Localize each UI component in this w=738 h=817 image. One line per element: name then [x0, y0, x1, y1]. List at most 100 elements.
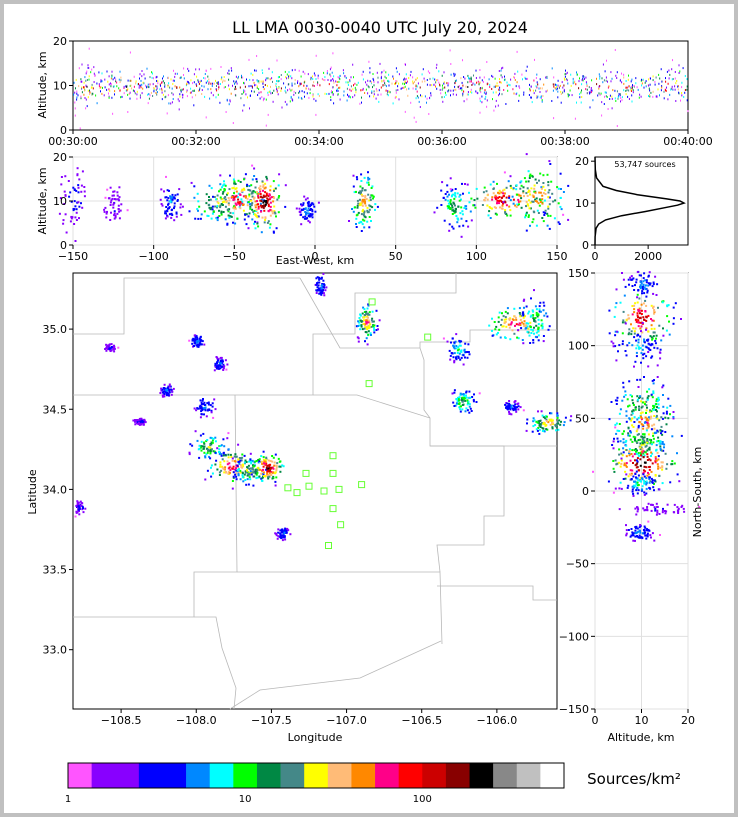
density-cell: [487, 193, 489, 196]
density-cell: [643, 450, 646, 453]
density-cell: [307, 207, 310, 210]
source-point: [276, 80, 277, 82]
density-cell: [363, 327, 366, 330]
source-point: [199, 80, 201, 83]
density-cell: [458, 339, 461, 342]
source-point: [454, 73, 456, 76]
density-cell: [318, 278, 321, 281]
density-cell: [368, 226, 371, 229]
density-cell: [653, 408, 656, 411]
density-cell: [222, 467, 225, 470]
density-cell: [366, 343, 369, 346]
source-point: [205, 81, 207, 84]
density-cell: [355, 217, 358, 220]
density-cell: [646, 455, 649, 458]
density-cell: [650, 477, 653, 480]
density-cell: [534, 320, 537, 323]
density-cell: [631, 490, 634, 493]
density-cell: [189, 443, 192, 446]
density-cell: [639, 280, 642, 283]
density-cell: [277, 531, 280, 534]
density-cell: [193, 334, 196, 337]
density-cell: [632, 539, 635, 542]
density-cell: [109, 186, 112, 189]
density-cell: [257, 205, 260, 208]
source-point: [162, 93, 164, 96]
source-point: [461, 87, 463, 90]
density-cell: [253, 196, 256, 199]
density-cell: [636, 452, 639, 455]
latitude-tick-label: 35.0: [43, 323, 68, 336]
density-cell: [559, 172, 562, 175]
density-cell: [446, 195, 449, 198]
density-cell: [220, 453, 223, 456]
source-point: [417, 82, 419, 85]
source-point: [642, 78, 644, 81]
density-cell: [631, 533, 634, 535]
source-point: [100, 80, 102, 83]
time-height-ticks: 00:30:00 00:32:00 00:34:00 00:36:00 00:38:00…: [48, 35, 712, 148]
source-point: [557, 96, 559, 99]
density-cell: [509, 184, 512, 187]
density-cell: [271, 455, 274, 457]
density-cell: [637, 484, 640, 486]
source-point: [650, 91, 652, 94]
source-point: [485, 95, 487, 98]
density-cell: [633, 332, 636, 335]
density-cell: [641, 322, 644, 324]
density-cell: [247, 473, 250, 475]
source-point: [450, 73, 452, 76]
density-cell: [526, 422, 528, 425]
density-cell: [643, 341, 646, 344]
density-cell: [647, 471, 649, 474]
density-cell: [505, 186, 508, 189]
density-cell: [636, 418, 639, 421]
density-cell: [672, 322, 675, 325]
density-cell: [608, 418, 611, 421]
density-cell: [492, 180, 495, 183]
density-cell: [257, 459, 260, 461]
density-cell: [212, 210, 215, 213]
density-cell: [274, 480, 277, 483]
density-cell: [64, 175, 67, 178]
density-cell: [622, 278, 625, 281]
density-cell: [442, 197, 445, 199]
source-point: [195, 68, 197, 71]
source-point: [415, 85, 417, 88]
source-point: [669, 73, 671, 76]
density-cell: [563, 421, 566, 424]
density-cell: [171, 390, 174, 393]
source-point: [586, 82, 588, 85]
density-cell: [461, 210, 464, 213]
density-cell: [647, 282, 650, 285]
density-cell: [113, 198, 116, 200]
density-cell: [640, 352, 643, 355]
density-cell: [672, 416, 675, 418]
density-cell: [650, 415, 653, 418]
density-cell: [532, 195, 535, 198]
density-cell: [367, 181, 370, 184]
source-point: [114, 93, 115, 96]
density-cell: [502, 315, 505, 318]
density-cell: [359, 192, 362, 195]
density-cell: [676, 473, 679, 476]
source-point: [558, 86, 560, 89]
density-cell: [657, 465, 660, 468]
source-point: [349, 80, 351, 83]
source-point: [384, 75, 386, 78]
density-cell: [677, 509, 680, 512]
density-cell: [545, 428, 548, 431]
density-cell: [645, 404, 648, 407]
density-cell: [612, 342, 615, 345]
density-cell: [173, 202, 176, 205]
source-point: [435, 66, 437, 69]
source-point: [475, 77, 477, 79]
source-point: [149, 83, 151, 86]
density-cell: [522, 190, 525, 193]
source-point: [442, 87, 444, 90]
density-cell: [199, 339, 202, 341]
density-cell: [502, 192, 505, 195]
source-point: [312, 84, 314, 87]
density-cell: [614, 345, 617, 348]
density-cell: [279, 460, 282, 463]
